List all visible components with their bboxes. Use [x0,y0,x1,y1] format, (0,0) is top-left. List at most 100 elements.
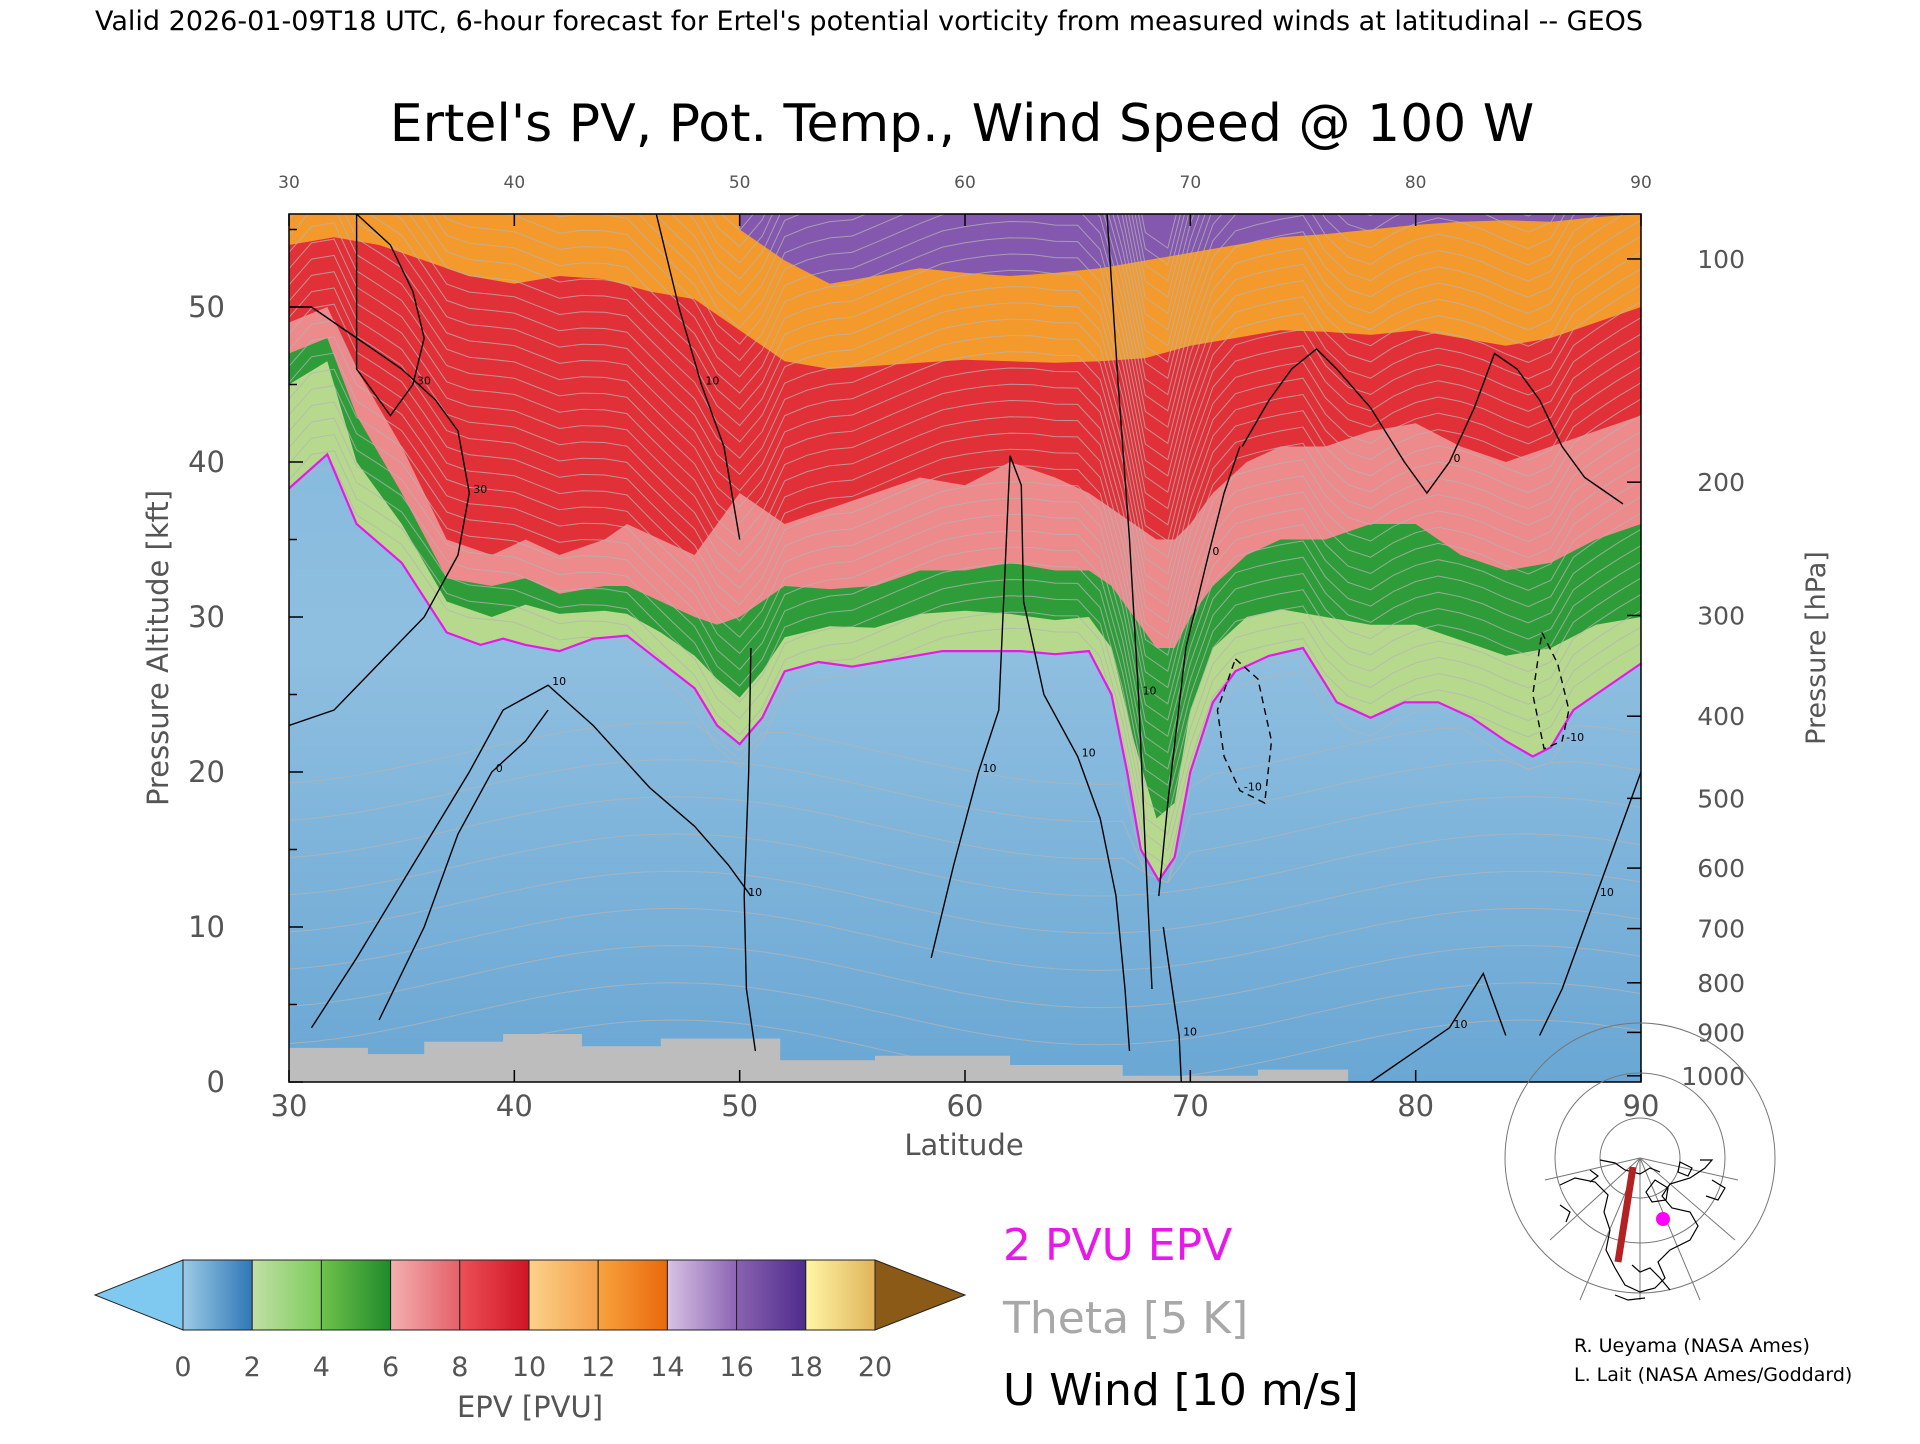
colorbar-tick-label: 6 [382,1352,399,1383]
wind-contour-label: 10 [1600,886,1614,899]
theta-contour [352,214,1641,575]
colorbar-tick-label: 16 [719,1352,753,1383]
x-axis-label: Latitude [904,1128,1023,1162]
wind-contour-label: 30 [417,375,431,388]
colorbar-bin [320,1259,392,1331]
legend-theta: Theta [5 K] [1002,1293,1248,1344]
pressure-tick-label: 400 [1697,702,1745,731]
colorbar-bin [528,1259,599,1331]
wind-contour [655,214,741,540]
wind-contour-label: 10 [1183,1026,1197,1039]
colorbar-tick-label: 2 [244,1352,261,1383]
pressure-tick-label: 1000 [1681,1062,1745,1091]
y-tick-label: 20 [188,755,225,789]
theta-contour [289,385,1641,787]
y-tick-label: 30 [188,600,225,634]
colorbar-bin [805,1259,876,1331]
tropopause-line [289,452,1641,883]
colorbar-label: EPV [PVU] [457,1390,603,1424]
y-tick-label: 0 [207,1065,225,1099]
wind-contour [289,306,471,727]
inset-map [1504,1022,1776,1303]
wind-contour-label: 10 [552,675,566,688]
theta-contour [289,368,1641,770]
colorbar-bin [390,1259,461,1331]
x-tick-label-top: 60 [954,173,976,193]
colorbar-tick-label: 14 [650,1352,684,1383]
wind-contour [310,684,752,1029]
pressure-tick-label: 900 [1697,1018,1745,1047]
wind-contour-label: 10 [983,762,997,775]
theta-contour [368,214,1641,559]
below-ground-shading [289,1034,1349,1082]
inset-location-marker [1656,1212,1670,1226]
wind-contour [1158,446,1241,897]
theta-contour [289,222,1641,624]
legend-2pvu: 2 PVU EPV [1003,1220,1232,1271]
x-tick-label: 70 [1172,1089,1209,1123]
theta-contour [289,214,1641,591]
theta-contour [289,466,1641,868]
theta-contour [289,214,1641,607]
colorbar-bin [666,1259,738,1331]
inset-coastlines [1559,1159,1726,1301]
theta-contour [289,352,1641,754]
pressure-tick-label: 100 [1697,245,1745,274]
theta-contour [289,796,1641,884]
chart-title: Ertel's PV, Pot. Temp., Wind Speed @ 100… [390,94,1534,154]
colorbar-bin [459,1259,530,1331]
wind-contour [378,709,549,1021]
colorbar-tick-label: 4 [313,1352,330,1383]
theta-contour [289,982,1641,1046]
theta-contour [289,417,1641,819]
y-tick-label: 40 [188,445,225,479]
pressure-tick-label: 500 [1697,784,1745,813]
theta-contour [289,287,1641,689]
colorbar-tick-label: 0 [174,1352,191,1383]
theta-contour [638,214,1625,428]
y-axis-label: Pressure Altitude [kft] [141,490,175,806]
pressure-tick-label: 300 [1697,601,1745,630]
theta-contour [408,214,1641,526]
x-tick-label-top: 30 [278,173,300,193]
ground-mask [289,1034,1349,1082]
wind-contour-label: 0 [1212,545,1219,558]
x-tick-label: 60 [947,1089,984,1123]
y-tick-label: 50 [188,290,225,324]
wind-contour [1538,771,1641,1036]
theta-contour [289,450,1641,852]
wind-contour [1106,214,1153,990]
theta-contour [289,401,1641,803]
legend-wind: U Wind [10 m/s] [1003,1365,1359,1416]
x-tick-label: 40 [496,1089,533,1123]
x-tick-label: 80 [1397,1089,1434,1123]
theta-contour [550,214,1641,445]
inset-section-line [1614,1166,1637,1263]
theta-contour [670,214,1577,396]
wind-contour-label: 10 [1453,1018,1467,1031]
theta-contour [289,833,1641,897]
colorbar-bin [251,1259,322,1331]
wind-contour [1009,455,1131,1052]
theta-contour [289,238,1641,640]
colorbar: 0 2 4 6 8 10 12 14 16 18 20 [93,1259,967,1383]
x-tick-label-top: 80 [1405,173,1427,193]
colorbar-bin [182,1259,253,1331]
wind-contours: 30 30 10 0 10 10 10 10 10 0 10 -10 -10 0 10 10 [289,214,1641,1082]
pressure-tick-label: 200 [1697,468,1745,497]
wind-contour [1241,347,1624,505]
theta-contour [289,271,1641,673]
theta-contour [442,214,1641,477]
x-tick-label-top: 90 [1630,173,1652,193]
wind-contour-label: 30 [473,483,487,496]
theta-contour [289,319,1641,721]
colorbar-tick-label: 20 [858,1352,892,1383]
colorbar-tick-label: 18 [789,1352,823,1383]
theta-contour [289,433,1641,835]
y-tick-label: 10 [188,910,225,944]
colorbar-bin [736,1259,807,1331]
pressure-tick-label: 700 [1697,915,1745,944]
colorbar-over-arrow [874,1259,967,1331]
theta-contour [431,214,1641,494]
